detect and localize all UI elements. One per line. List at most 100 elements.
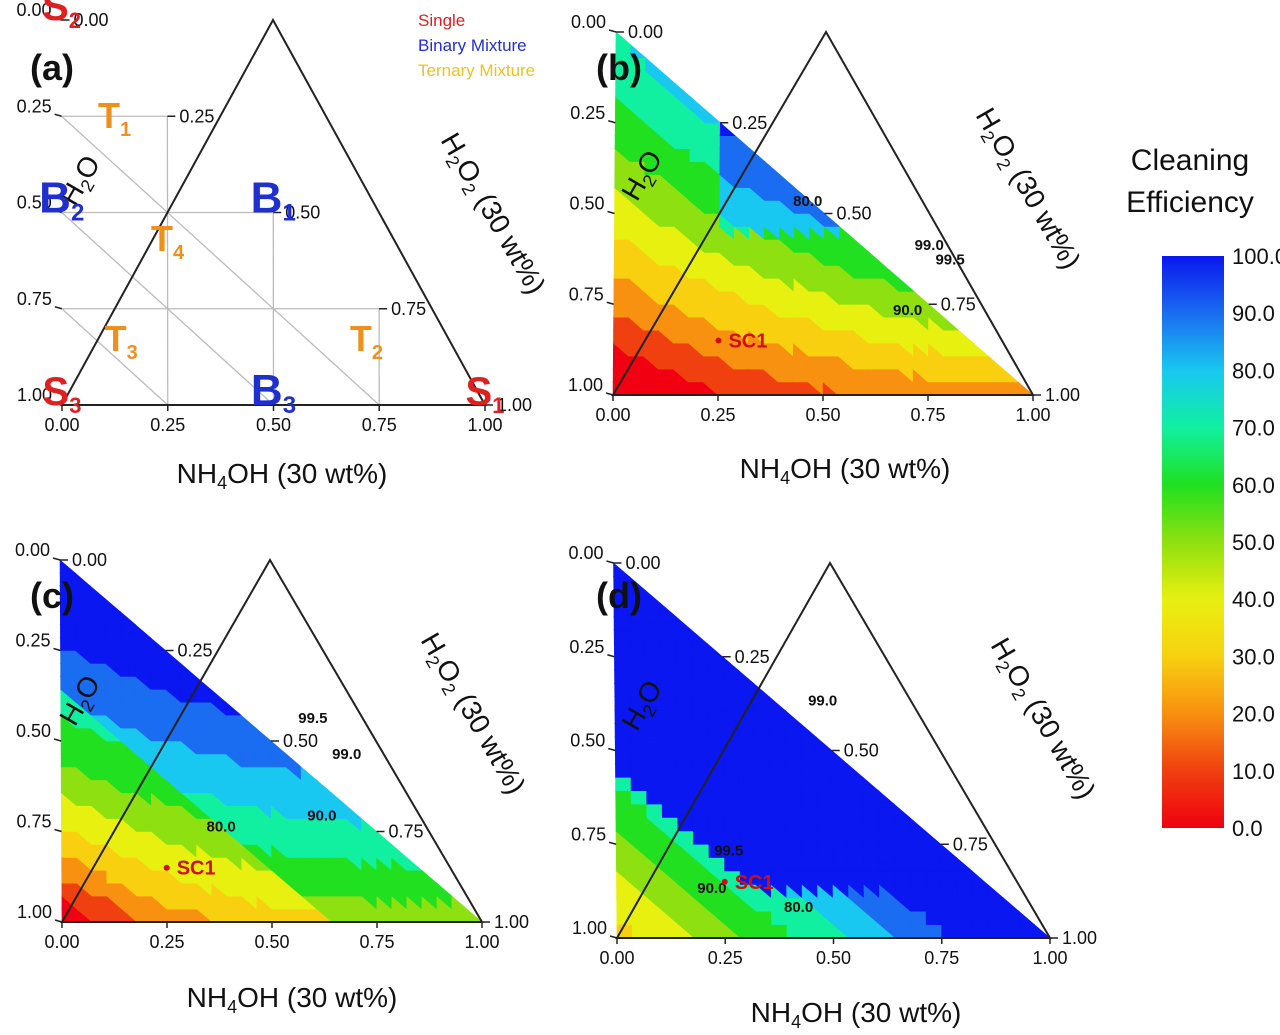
bottom-tick-label: 0.00 [599,948,634,968]
contour-label: 90.0 [307,808,336,825]
right-tick-label: 0.25 [735,647,770,667]
contour-cell [794,186,811,201]
axis-title-part: OH (30 wt%) [227,458,387,489]
axis-title-part: OH (30 wt%) [801,997,961,1028]
grid-line [61,212,274,406]
contour-cell [89,585,107,600]
colorbar-tick-label: 50.0 [1232,530,1275,555]
contour-cell [330,792,348,806]
right-tick-label: 0.75 [391,299,426,319]
left-tick-mark [608,120,616,124]
contour-cell [285,753,302,768]
left-tick-label: 0.50 [569,194,604,214]
contour-cell [225,701,242,716]
contour-cell [346,804,363,819]
panel-label: (c) [30,575,74,616]
contour-cell [737,669,755,684]
binary-b3-main: B [251,366,283,415]
contour-cell [956,856,973,872]
legend-entry: Ternary Mixture [418,61,535,80]
contour-cell [898,277,915,292]
panel-c: 0.00 0.25 0.50 0.75 1.00 0.00 0.25 0.50 0.75 1.00… [15,540,532,1017]
ternary-t3-main: T [105,318,127,359]
sc1-point [163,864,170,871]
left-tick-mark [608,29,617,33]
contour-cell [376,830,393,845]
bottom-tick-label: 0.75 [362,415,397,435]
contour-cell [150,636,167,651]
binary-b3-subscript: 3 [283,392,296,419]
contour-cell [868,251,885,266]
axis-title-part: (30 wt%) [1016,686,1102,804]
bottom-tick-label: 0.25 [149,932,184,952]
bottom-axis-title: NH4OH (30 wt%) [740,453,951,488]
left-tick-label: 0.50 [16,721,51,741]
left-tick-label: 0.25 [569,637,604,657]
bottom-axis-title: NH4OH (30 wt%) [177,458,388,493]
contour-cell [255,727,272,742]
contour-cell [784,709,802,724]
contour-cell [971,870,989,885]
bottom-tick-label: 0.00 [44,415,79,435]
left-tick-label: 0.25 [15,631,50,651]
single-s2: S2 [42,0,81,33]
contour-cell [893,803,911,818]
contour-cell [391,843,408,858]
contour-cell [883,264,900,279]
panel-label: (b) [596,47,642,88]
axis-title-part: NH [187,982,227,1013]
colorbar-tick-label: 90.0 [1232,301,1275,326]
left-tick-mark [53,738,62,742]
ternary-t4-main: T [151,218,173,259]
left-tick-label: 0.75 [16,812,51,832]
panel-label: (d) [596,575,642,616]
grid-line [61,308,169,406]
contour-cell [1002,368,1019,383]
contour-cell [853,238,871,253]
bottom-axis-title: NH4OH (30 wt%) [187,982,398,1017]
left-tick-mark [54,113,62,117]
contour-cell [1002,897,1020,912]
left-tick-label: 0.50 [17,193,52,213]
contour-cell [361,817,378,832]
right-tick-label: 0.00 [628,22,663,42]
colorbar: Cleaning Efficiency 100.0 90.0 80.0 70.0 60.0 5… [1126,144,1280,841]
sc1-point [721,878,728,885]
right-tick-label: 0.50 [285,203,320,223]
left-tick-label: 0.50 [570,731,605,751]
colorbar-tick-label: 100.0 [1232,244,1280,269]
colorbar-tick-label: 20.0 [1232,702,1275,727]
ternary-t1: T1 [98,95,131,141]
contour-cell [615,31,632,46]
left-tick-label: 0.75 [571,824,606,844]
left-tick-label: 0.75 [17,289,52,309]
contour-cell [943,316,960,331]
contour-label: 80.0 [206,819,235,836]
single-s3-main: S [43,370,70,414]
right-tick-label: 0.25 [178,641,213,661]
axis-title-subscript: 4 [217,473,227,493]
bottom-tick-label: 1.00 [1032,948,1067,968]
ternary-t2-main: T [350,318,372,359]
axis-title-subscript: 4 [780,468,790,488]
binary-b3: B3 [251,366,296,419]
contour-cell [704,109,722,124]
right-axis-title: H2O2 (30 wt%) [966,103,1086,277]
contour-cell [928,303,945,318]
bottom-tick-label: 0.25 [708,948,743,968]
sc1-label: SC1 [728,331,767,353]
bottom-tick-label: 0.00 [595,405,630,425]
contour-cell [987,883,1005,899]
left-tick-label: 1.00 [17,902,52,922]
contour-cell [800,723,818,738]
left-tick-mark [54,17,62,21]
contour-cell [104,598,122,612]
contour-fill [612,31,1034,396]
right-tick-label: 0.50 [283,731,318,751]
ternary-t3: T3 [105,318,138,364]
colorbar-tick-label: 80.0 [1232,358,1275,383]
contour-label: 99.0 [332,746,361,763]
right-tick-label: 1.00 [1045,385,1080,405]
sc1-label: SC1 [177,858,216,880]
left-tick-mark [605,392,614,396]
